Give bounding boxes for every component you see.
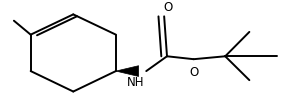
Text: O: O: [163, 1, 172, 14]
Text: O: O: [190, 66, 199, 79]
Text: NH: NH: [127, 76, 145, 89]
Polygon shape: [116, 66, 139, 76]
